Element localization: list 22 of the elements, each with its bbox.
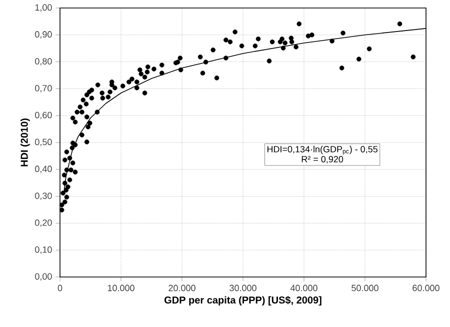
y-tick-label: 0,40 [35, 166, 52, 174]
x-tick-label: 60.000 [412, 284, 440, 292]
y-tick-label: 0,00 [35, 273, 52, 281]
y-tick-label: 0,90 [35, 31, 52, 39]
x-tick-label: 30.000 [230, 284, 256, 292]
y-tick-label: 0,20 [35, 219, 52, 227]
annotation: HDI=0,134·ln(GDP$_{pc}$) - 0,55 [267, 146, 378, 155]
y-tick-label: 0,70 [35, 84, 52, 92]
annotation: R² = 0,920 [302, 156, 344, 164]
y-tick-label: 1,00 [35, 4, 52, 12]
y-axis-title: HDI (2010) [20, 118, 30, 166]
x-tick-label: 20.000 [168, 284, 196, 292]
y-tick-label: 0,30 [35, 192, 52, 200]
y-tick-label: 0,50 [35, 138, 52, 146]
x-tick-label: 40.000 [290, 284, 318, 292]
x-axis-title: GDP per capita (PPP) [US$, 2009] [164, 296, 322, 306]
x-tick-label: 0 [58, 284, 62, 292]
y-tick-label: 0,80 [35, 58, 52, 66]
y-tick-label: 0,10 [35, 246, 52, 254]
x-tick-label: 50.000 [352, 284, 378, 292]
y-tick-label: 0,60 [35, 112, 52, 120]
x-tick-label: 10.000 [108, 284, 134, 292]
